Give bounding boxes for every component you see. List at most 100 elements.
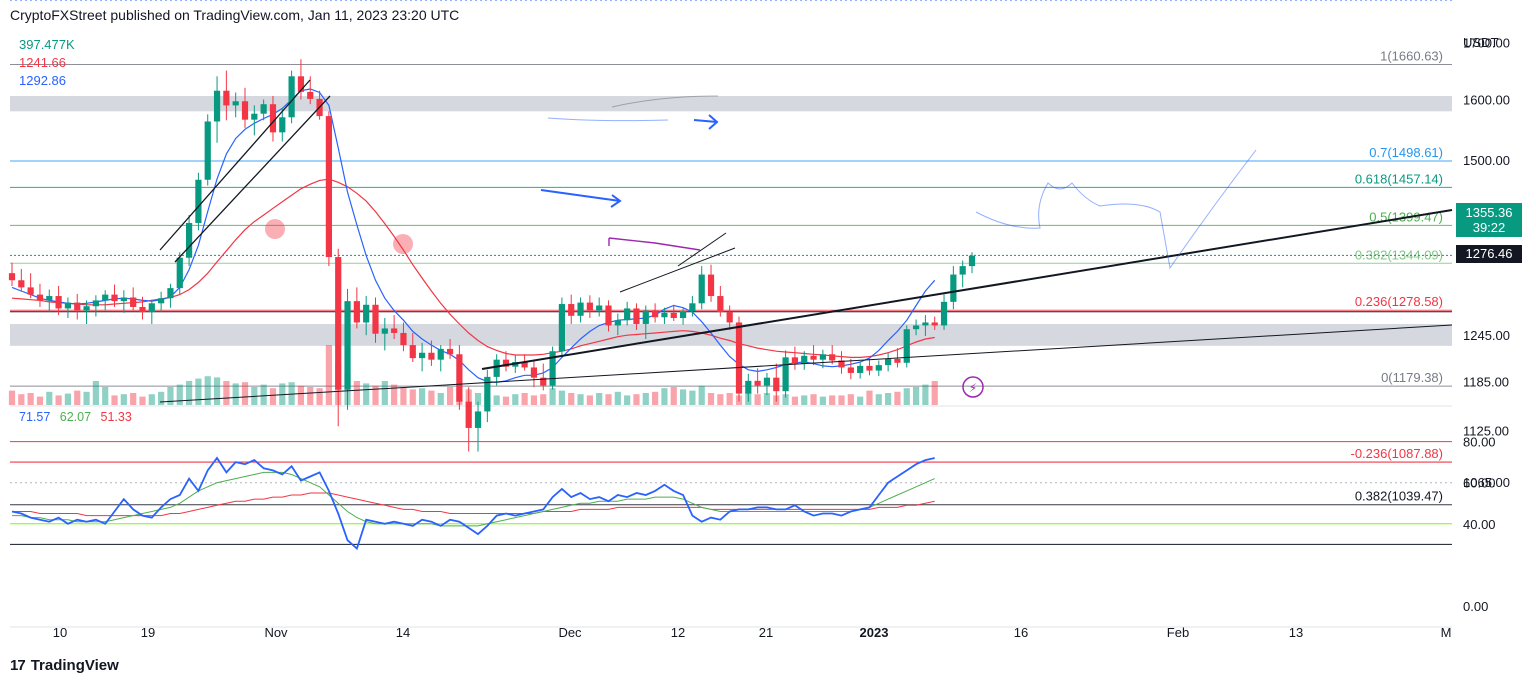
volume-bar: [502, 396, 510, 405]
candle-body: [754, 380, 761, 386]
volume-bar: [894, 391, 901, 405]
volume-bar: [288, 382, 295, 405]
candle-body: [857, 365, 864, 373]
candle-body: [456, 354, 463, 402]
candle-body: [726, 312, 733, 323]
candle-body: [130, 297, 137, 307]
candle-body: [288, 76, 295, 118]
candle-body: [745, 380, 752, 394]
candle-body: [773, 377, 780, 392]
candle-body: [698, 274, 705, 304]
candle-body: [204, 121, 211, 180]
candle-body: [791, 357, 799, 364]
tradingview-logo-icon: 17: [10, 657, 26, 674]
volume-bar: [307, 387, 314, 405]
volume-bar: [111, 395, 118, 405]
volume-bar: [446, 387, 454, 405]
volume-bar: [204, 376, 211, 405]
volume-bar: [55, 395, 62, 405]
volume-bar: [707, 393, 715, 405]
volume-bar: [586, 395, 593, 405]
volume-bar: [428, 390, 435, 405]
candle-body: [8, 273, 16, 281]
candle-body: [782, 357, 789, 392]
volume-bar: [866, 390, 873, 405]
price-tick: 1600.00: [1463, 93, 1510, 108]
volume-bar: [493, 395, 500, 405]
rsi-tick: 60.00: [1463, 476, 1496, 491]
sr-zone-1: [10, 323, 1452, 346]
candle-body: [185, 222, 193, 258]
volume-bar: [279, 383, 286, 405]
volume-bar: [381, 381, 388, 405]
candle-body: [474, 411, 482, 428]
volume-bar: [885, 393, 892, 405]
candle-body: [260, 104, 267, 114]
candle-body: [353, 301, 360, 323]
rsi-tick: 80.00: [1463, 435, 1496, 450]
time-tick: 16: [1014, 625, 1028, 640]
blue-arrow-line: [540, 189, 621, 202]
volume-bar: [558, 390, 566, 405]
volume-bar: [530, 395, 538, 405]
volume-bar: [391, 384, 398, 405]
candle-body: [297, 76, 305, 92]
bar-countdown: 39:22: [1472, 220, 1506, 235]
wedge-line-upper: [677, 232, 727, 267]
time-tick: Dec: [558, 625, 582, 640]
last-price-badge: 1355.36 39:22: [1456, 203, 1522, 237]
volume-bar: [213, 377, 221, 405]
fib-label-1: 0.7(1498.61): [1369, 145, 1443, 160]
volume-bar: [847, 394, 854, 405]
candle-body: [102, 294, 109, 301]
volume-bar: [353, 381, 360, 405]
volume-bar: [18, 394, 25, 405]
marker-circle: [393, 234, 413, 254]
candle-body: [27, 287, 34, 295]
candle-body: [241, 101, 249, 120]
candle-body: [763, 377, 771, 386]
fib-label-0: 1(1660.63): [1380, 49, 1443, 64]
volume-bar: [139, 396, 146, 405]
price-tick: 1700.00: [1463, 36, 1510, 51]
purple-annotation: [608, 237, 701, 251]
volume-bar: [717, 394, 724, 405]
candle-body: [372, 304, 379, 334]
volume-bar: [652, 391, 659, 405]
candle-body: [950, 274, 957, 302]
volume-bar: [810, 394, 817, 405]
candle-body: [279, 117, 286, 133]
candle-body: [903, 329, 910, 363]
candle-body: [959, 266, 966, 275]
candle-body: [558, 304, 566, 352]
volume-bar: [102, 387, 109, 405]
tradingview-brand[interactable]: 17 TradingView: [10, 657, 119, 674]
volume-bar: [83, 391, 90, 405]
candle-body: [400, 332, 407, 346]
candle-body: [931, 322, 938, 326]
candle-body: [596, 305, 603, 311]
volume-bar: [679, 389, 687, 405]
candle-body: [111, 294, 118, 302]
time-tick: 19: [141, 625, 155, 640]
candle-body: [847, 367, 854, 373]
candle-body: [652, 310, 659, 318]
volume-bar: [838, 395, 845, 405]
candle-body: [18, 280, 25, 288]
volume-bar: [27, 393, 34, 405]
volume-bar: [670, 387, 677, 405]
volume-bar: [185, 381, 193, 405]
candle-body: [167, 288, 174, 299]
candle-body: [586, 302, 593, 311]
candle-body: [735, 322, 743, 394]
candle-body: [418, 352, 426, 359]
candle-body: [633, 308, 640, 324]
time-tick: 14: [396, 625, 410, 640]
time-tick: Feb: [1167, 625, 1189, 640]
volume-bar: [912, 387, 920, 405]
candle-body: [717, 296, 724, 313]
candle-body: [568, 304, 575, 316]
lightning-glyph: ⚡: [969, 381, 977, 395]
candle-body: [465, 401, 472, 428]
